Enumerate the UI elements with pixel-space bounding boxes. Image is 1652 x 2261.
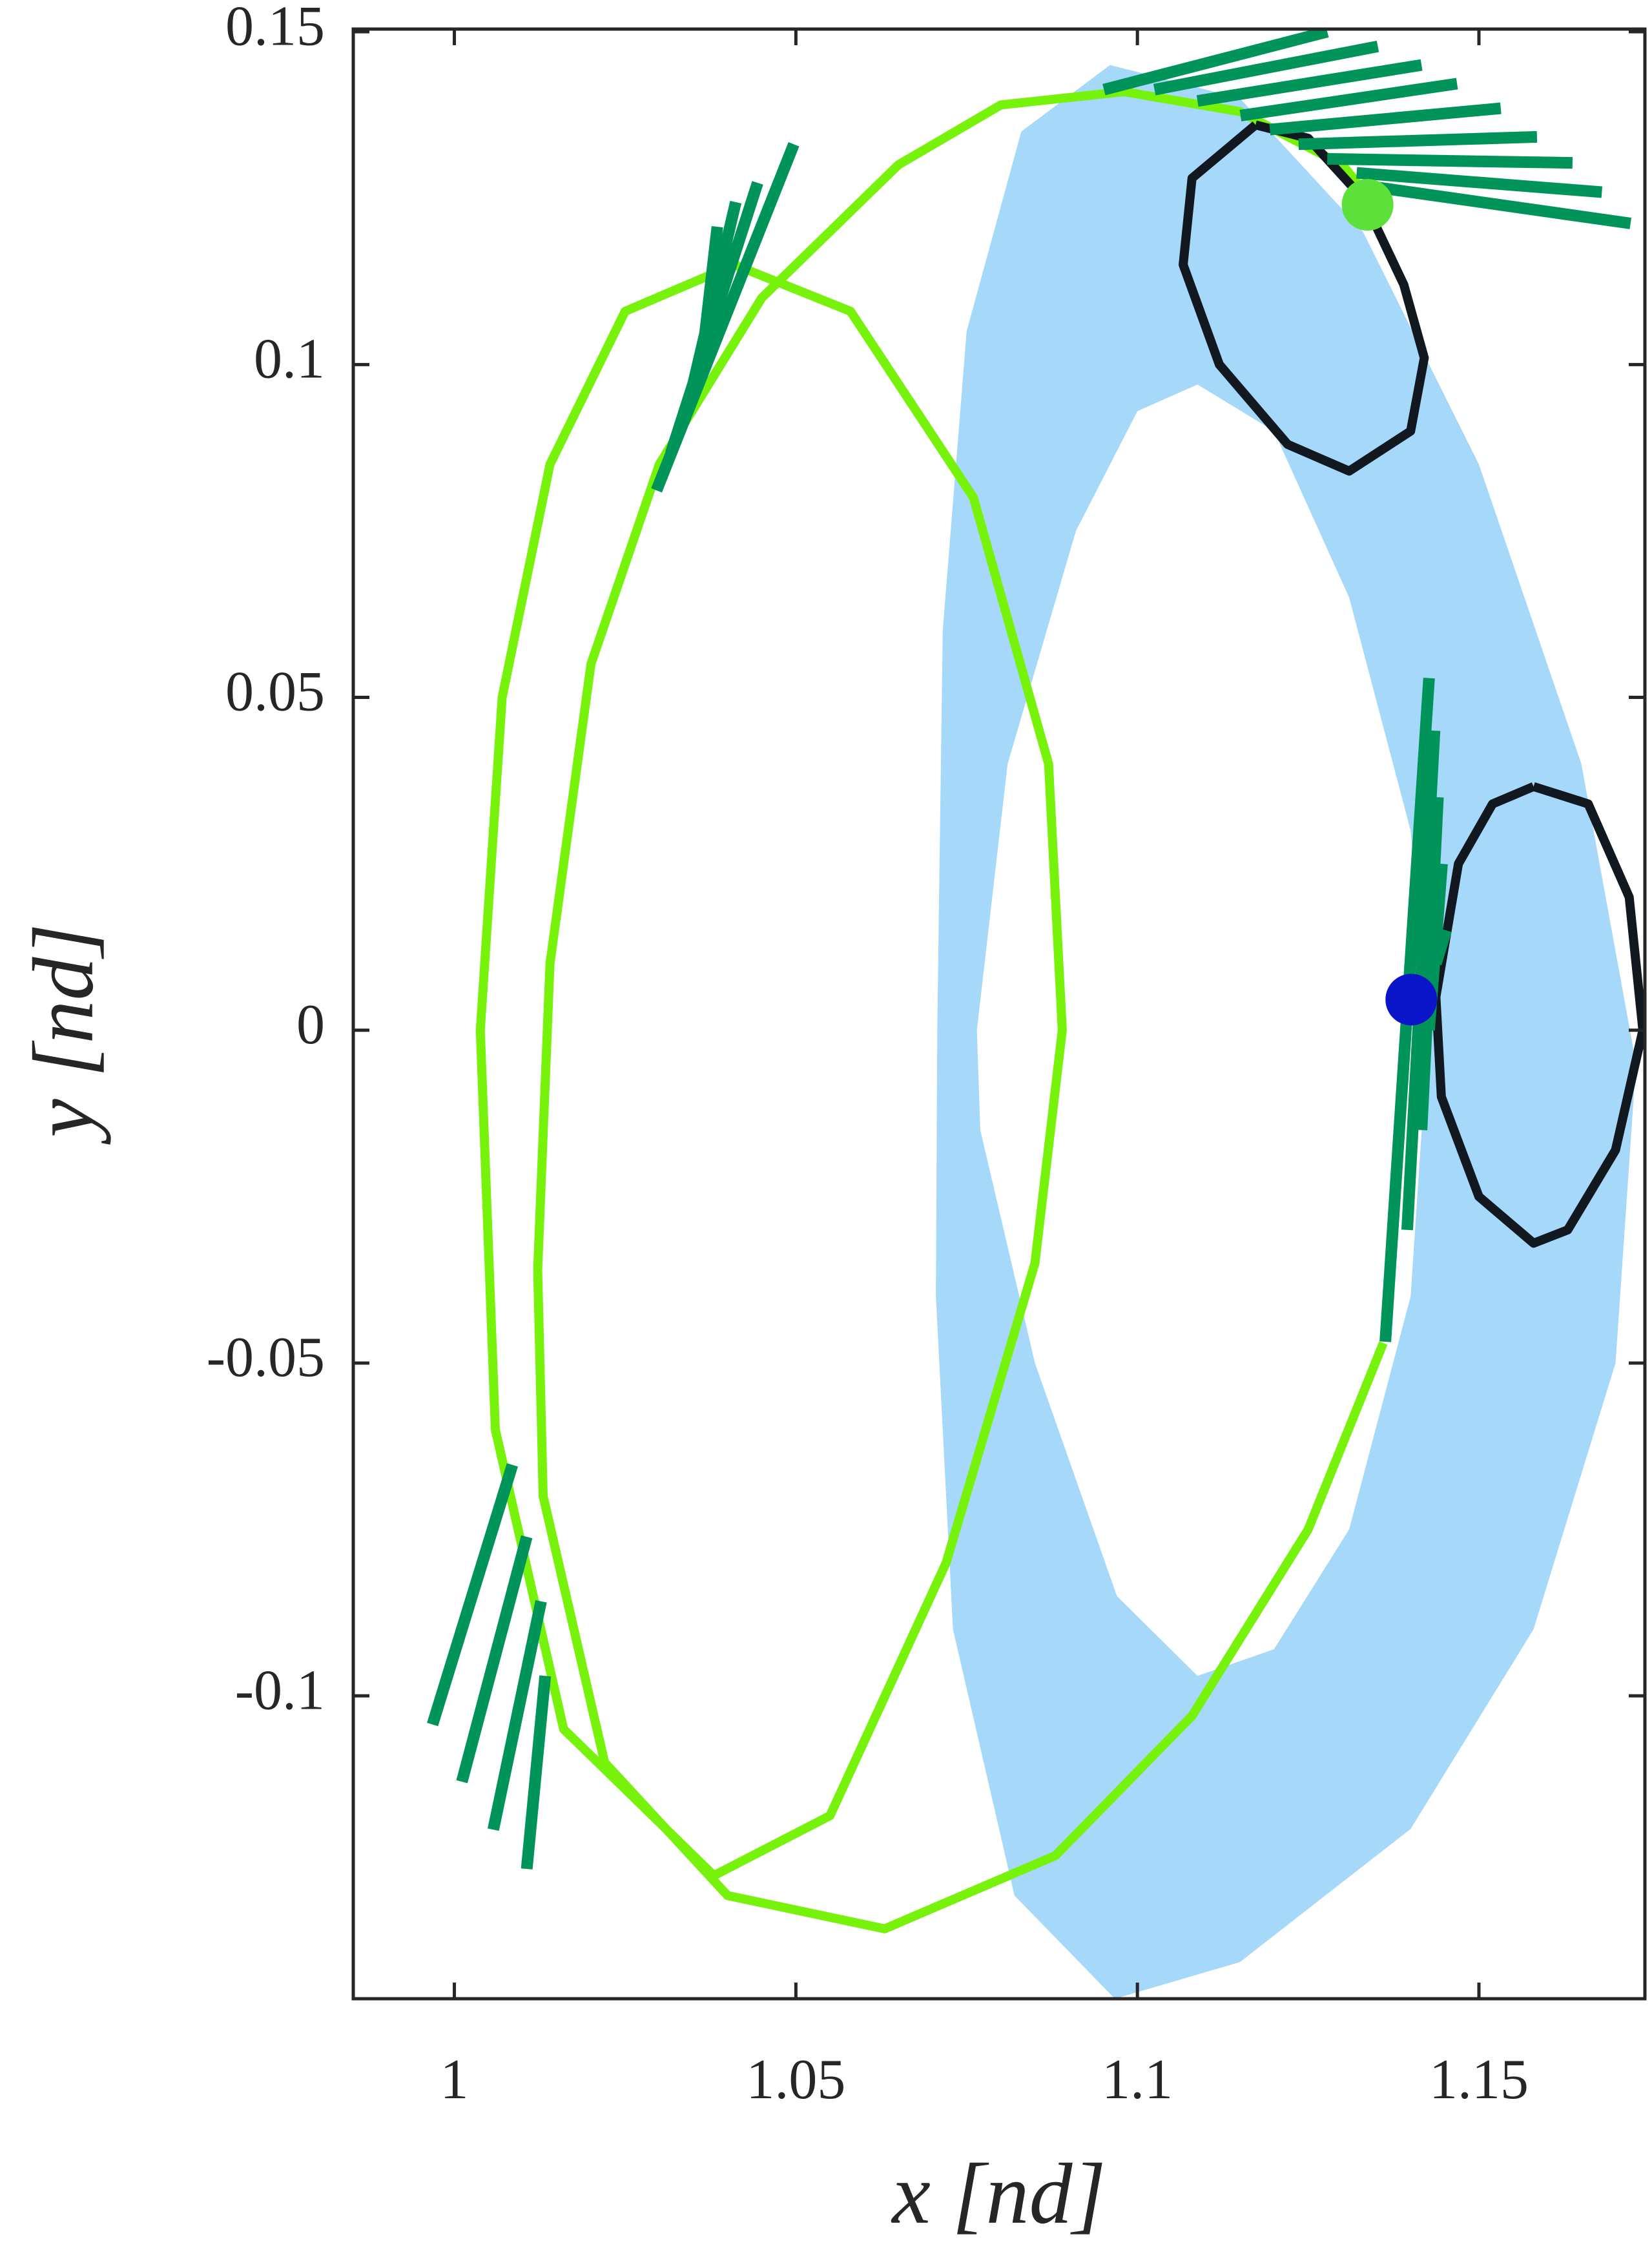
thrust-segment (1377, 182, 1632, 229)
thrust-segment (456, 1535, 533, 1784)
thrust-segment (1239, 78, 1458, 121)
thrust-segment (1102, 29, 1329, 96)
trajectory (475, 260, 1067, 1881)
y-tick-label: 0 (296, 994, 325, 1056)
axes-box (351, 27, 1647, 2001)
region (976, 384, 1429, 1676)
x-tick-label: 1.15 (1429, 2048, 1529, 2111)
thrust-segment (1298, 130, 1538, 151)
thrust-segment (488, 1599, 547, 1831)
thrust-segment (694, 226, 723, 382)
y-tick-label: -0.1 (235, 1659, 325, 1722)
thrust-segment (1196, 59, 1423, 107)
x-tick-label: 1.05 (746, 2048, 845, 2111)
thrust-segment (1269, 102, 1502, 136)
y-tick-label: -0.05 (207, 1326, 325, 1389)
y-tick-label: 0.05 (225, 661, 325, 724)
thrust-segment (521, 1675, 552, 1870)
thrust-segment (1356, 167, 1603, 198)
x-tick-label: 1.1 (1102, 2048, 1173, 2111)
marker (1385, 974, 1438, 1026)
marker (1341, 179, 1394, 231)
thrust-segment (1327, 152, 1573, 169)
thrust-segment (1430, 928, 1452, 966)
y-tick-label: 0.15 (225, 0, 325, 57)
thrust-segment (1153, 40, 1379, 96)
y-tick-label: 0.1 (254, 328, 325, 391)
trajectory (533, 87, 1388, 1933)
thrust-segment (427, 1463, 519, 1727)
plot-area (427, 29, 1645, 1999)
x-tick-label: 1 (440, 2048, 469, 2111)
y-axis-label: y [nd] (15, 923, 111, 1145)
trajectory (1431, 782, 1645, 1248)
x-axis-label: x [nd] (891, 2146, 1106, 2242)
